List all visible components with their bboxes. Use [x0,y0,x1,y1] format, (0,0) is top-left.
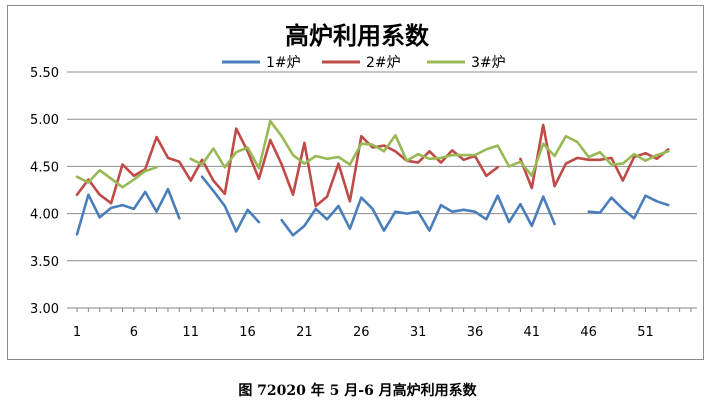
legend: 1#炉 2#炉 3#炉 [222,55,506,71]
x-tick-label: 16 [239,325,256,340]
line-chart: 高炉利用系数 3.003.504.004.505.005.501 6 11 16 21 2… [30,22,697,340]
x-tick-label: 41 [524,325,541,340]
x-tick-label: 6 [130,325,138,340]
x-tick-label: 1 [73,325,81,340]
x-tick-label: 26 [353,325,370,340]
x-tick-label: 11 [182,325,199,340]
y-tick-label: 3.00 [30,302,59,317]
y-tick-label: 5.00 [30,113,59,128]
x-tick-label: 21 [296,325,313,340]
x-tick-label: 51 [637,325,654,340]
axes: 3.003.504.004.505.005.501 6 11 16 21 26 31 36 41… [30,66,692,340]
chart-title: 高炉利用系数 [285,22,430,50]
y-tick-label: 3.50 [30,255,59,270]
legend-label: 3#炉 [471,55,506,71]
series-line-3 [75,119,670,189]
y-tick-label: 4.50 [30,160,59,175]
chart-frame [7,5,704,360]
x-tick-label: 31 [410,325,427,340]
legend-label: 2#炉 [366,55,401,71]
x-tick-label: 36 [467,325,484,340]
legend-label: 1#炉 [266,55,301,71]
x-tick-label: 46 [580,325,597,340]
series-line-1 [75,175,670,237]
y-tick-label: 4.00 [30,208,59,223]
y-tick-label: 5.50 [30,66,59,81]
series-line-2 [75,123,670,208]
series-lines [75,119,670,237]
figure-caption: 图 72020 年 5 月-6 月高炉利用系数 [238,383,477,399]
grid [67,71,697,309]
